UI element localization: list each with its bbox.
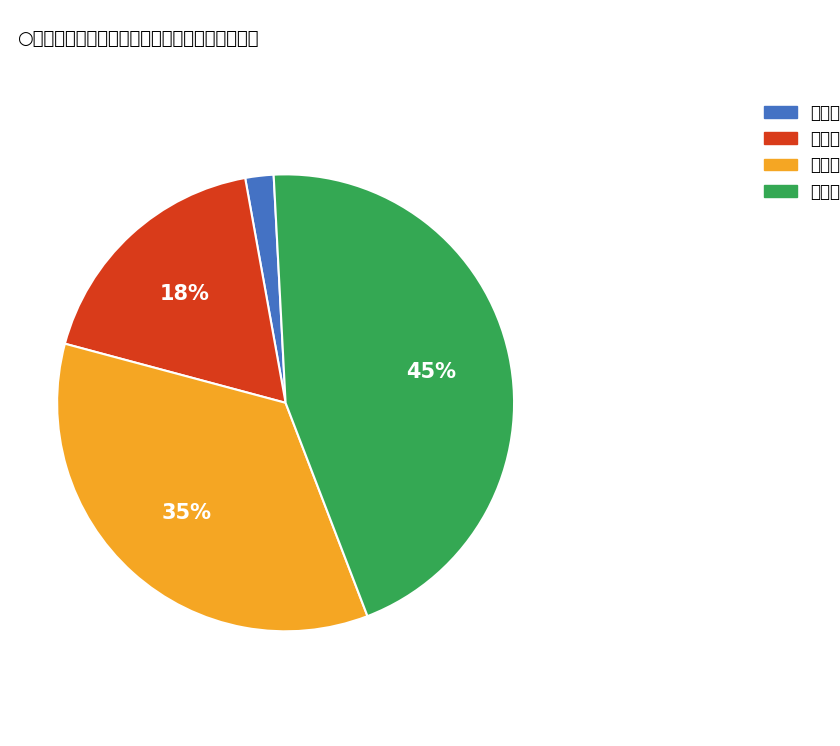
Text: ○日経平均上昇による景気の恩恵は感じられる？: ○日経平均上昇による景気の恩恵は感じられる？ bbox=[17, 30, 259, 48]
Text: 18%: 18% bbox=[160, 283, 210, 304]
Wedge shape bbox=[57, 344, 367, 631]
Wedge shape bbox=[274, 175, 514, 616]
Text: 35%: 35% bbox=[161, 504, 211, 523]
Wedge shape bbox=[65, 178, 286, 403]
Legend: 感じる, やや感じる, やや感じない, 感じない: 感じる, やや感じる, やや感じない, 感じない bbox=[757, 97, 840, 207]
Wedge shape bbox=[245, 175, 286, 403]
Text: 45%: 45% bbox=[406, 362, 456, 382]
